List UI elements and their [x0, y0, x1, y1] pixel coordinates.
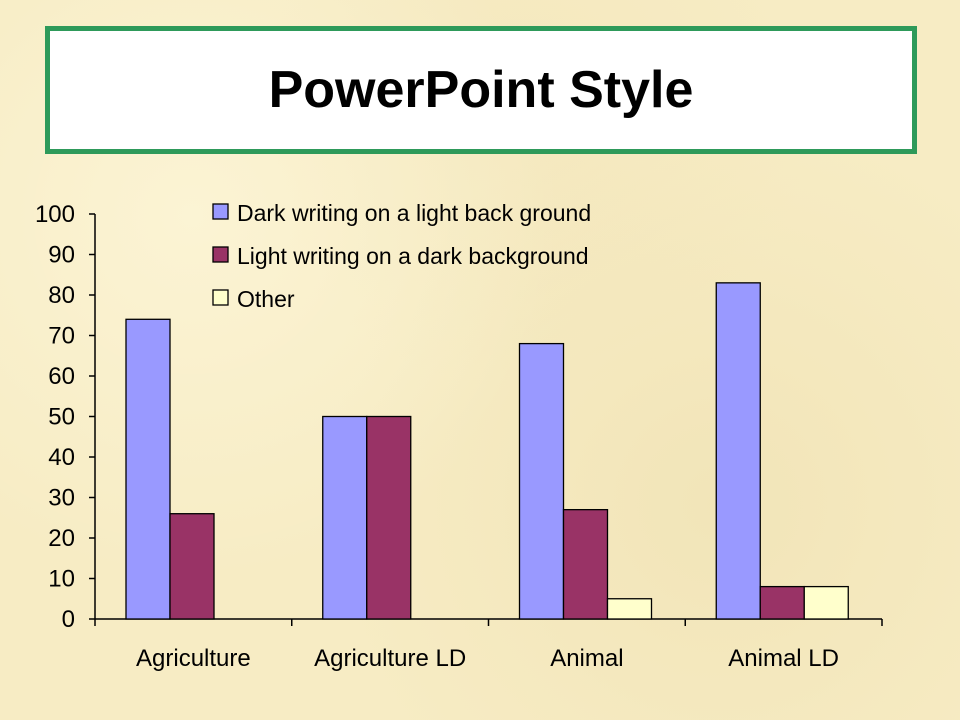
y-tick-label: 70 [48, 323, 75, 350]
bar [759, 585, 805, 620]
x-tick-label: Agriculture [136, 645, 251, 672]
bar [125, 318, 171, 620]
chart-axes: 0 10 20 30 40 50 60 70 80 90 100 Agriculture Agricul… [35, 201, 883, 672]
x-tick-label: Animal LD [728, 645, 839, 672]
y-tick-label: 80 [48, 282, 75, 309]
chart-bars [125, 282, 849, 620]
y-tick-label: 20 [48, 525, 75, 552]
y-tick-label: 60 [48, 363, 75, 390]
y-tick-label: 40 [48, 444, 75, 471]
x-tick-label: Animal [550, 645, 623, 672]
y-tick-label: 30 [48, 485, 75, 512]
bar [715, 282, 761, 620]
legend-label: Light writing on a dark background [237, 243, 589, 269]
legend-swatch [212, 289, 229, 306]
legend-swatch [212, 203, 229, 220]
chart-legend: Dark writing on a light back ground Light… [212, 200, 591, 312]
page-title: PowerPoint Style [268, 61, 694, 119]
title-box: PowerPoint Style [45, 26, 917, 154]
bar [169, 513, 215, 620]
bar [518, 342, 565, 620]
y-tick-label: 10 [48, 566, 75, 593]
legend-swatch [212, 246, 229, 263]
y-tick-label: 50 [48, 404, 75, 431]
x-tick-label: Agriculture LD [314, 645, 466, 672]
bar [366, 415, 412, 620]
bar [562, 508, 609, 620]
bar [803, 585, 849, 620]
y-tick-label: 90 [48, 242, 75, 269]
legend-label: Other [237, 286, 295, 312]
legend-label: Dark writing on a light back ground [237, 200, 591, 226]
y-tick-label: 100 [35, 201, 75, 228]
bar [606, 598, 653, 620]
y-tick-label: 0 [62, 606, 75, 633]
bar [322, 415, 368, 620]
